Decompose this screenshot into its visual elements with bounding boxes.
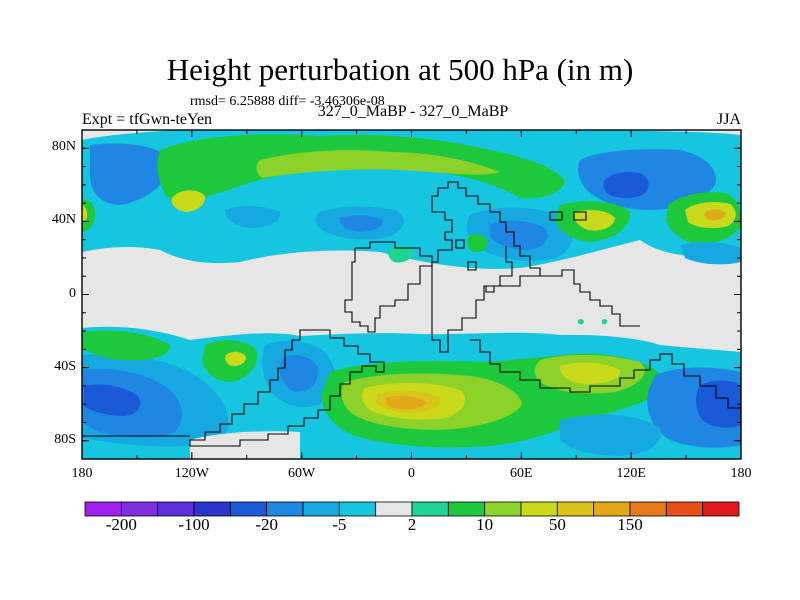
x-tick-label: 60E bbox=[510, 466, 533, 481]
x-tick-label: 180 bbox=[71, 466, 93, 481]
colorbar-swatch bbox=[302, 501, 340, 517]
outline-island-3 bbox=[485, 285, 495, 293]
chart-title: Height perturbation at 500 hPa (in m) bbox=[166, 52, 634, 87]
contour-north-cyan-right-edge bbox=[680, 242, 741, 265]
colorbar-label: -100 bbox=[178, 515, 210, 534]
contour-fields bbox=[82, 130, 741, 459]
colorbar-swatch bbox=[193, 501, 231, 517]
contour-north-yellow-green bbox=[256, 150, 500, 178]
outline-continent-south-east bbox=[470, 339, 741, 409]
colorbar-label: 50 bbox=[548, 515, 566, 534]
season-label: JJA bbox=[716, 111, 741, 128]
contour-north-teal-dot-2 bbox=[602, 318, 608, 325]
colorbar-swatch bbox=[411, 501, 449, 517]
contour-south-yellow-right bbox=[560, 362, 621, 384]
contour-north-yellow-left bbox=[171, 190, 206, 212]
contour-south-orange-main bbox=[385, 395, 426, 410]
contour-south-neutral-bottom-left bbox=[190, 431, 300, 459]
colorbar-swatch bbox=[447, 501, 486, 517]
colorbar-swatch bbox=[556, 501, 595, 517]
contour-south-deep-blue-left bbox=[84, 384, 141, 416]
contour-north-yellow-far-left bbox=[82, 205, 88, 222]
outline-continent-south-west bbox=[189, 329, 385, 447]
contour-north-teal-small bbox=[387, 245, 414, 263]
experiment-label: Expt = tfGwn-teYen bbox=[82, 111, 213, 128]
colorbar-swatch bbox=[338, 501, 377, 517]
colorbar bbox=[84, 501, 740, 517]
x-tick-label: 120E bbox=[616, 466, 646, 481]
colorbar-swatch bbox=[157, 501, 195, 517]
contour-south-cyan-bottom bbox=[560, 414, 661, 456]
outline-continent-mid bbox=[431, 246, 513, 353]
contour-north-green-small bbox=[467, 234, 488, 252]
x-tick-label: 60W bbox=[288, 466, 316, 481]
y-tick-label: 40S bbox=[54, 358, 76, 374]
colorbar-swatch bbox=[375, 501, 413, 517]
contour-north-orange-right bbox=[704, 209, 726, 221]
x-tick-label: 120W bbox=[174, 466, 209, 481]
contour-north-teal-dot bbox=[578, 318, 584, 325]
rmsd-diff-label: rmsd= 6.25888 diff= -3.46306e-08 bbox=[190, 94, 385, 109]
contour-north-yellow-midright bbox=[574, 210, 615, 231]
colorbar-swatch bbox=[266, 501, 304, 517]
colorbar-swatch bbox=[84, 501, 122, 517]
colorbar-swatch bbox=[629, 501, 667, 517]
colorbar-swatch bbox=[229, 501, 268, 517]
colorbar-label: 2 bbox=[407, 515, 417, 534]
contour-north-cyan-small bbox=[225, 206, 281, 228]
y-tick-label: 80N bbox=[51, 139, 76, 155]
outline-continent-north bbox=[344, 181, 640, 333]
outline-island-5 bbox=[573, 211, 587, 221]
outline-island-1 bbox=[455, 239, 465, 249]
comparison-label: 327_0_MaBP - 327_0_MaBP bbox=[317, 103, 509, 120]
y-tick-label: 80S bbox=[54, 431, 76, 447]
colorbar-swatch bbox=[702, 501, 740, 517]
x-tick-label: 180 bbox=[730, 466, 752, 481]
outline-island-2 bbox=[467, 261, 477, 271]
colorbar-swatch bbox=[665, 501, 704, 517]
colorbar-swatch bbox=[593, 501, 631, 517]
y-tick-label: 40N bbox=[51, 212, 76, 228]
colorbar-swatch bbox=[484, 501, 522, 517]
x-tick-label: 0 bbox=[408, 466, 415, 481]
colorbar-label: -200 bbox=[105, 515, 137, 534]
colorbar-swatch bbox=[120, 501, 159, 517]
contour-south-deep-blue-right bbox=[696, 380, 741, 428]
colorbar-label: 150 bbox=[617, 515, 643, 534]
colorbar-label: -5 bbox=[332, 515, 347, 534]
colorbar-label: 10 bbox=[476, 515, 494, 534]
colorbar-label: -20 bbox=[255, 515, 278, 534]
outline-island-4 bbox=[549, 211, 563, 221]
y-tick-label: 0 bbox=[69, 285, 76, 301]
axis-ticks bbox=[81, 129, 742, 460]
contour-south-green-top-left bbox=[82, 330, 171, 361]
contour-south-yellow-small-left bbox=[225, 351, 246, 367]
contour-north-blue-mid bbox=[339, 215, 383, 232]
colorbar-swatch bbox=[520, 501, 558, 517]
contour-north-deep-blue-right bbox=[603, 172, 649, 199]
contour-north-blue-left bbox=[89, 143, 171, 205]
contour-north-blue-midright bbox=[490, 220, 548, 250]
outline-continent-east bbox=[500, 268, 541, 287]
contour-south-blue-mid-left bbox=[279, 355, 319, 392]
coastline-outlines bbox=[82, 181, 741, 447]
outline-continent-north-left bbox=[355, 241, 433, 266]
